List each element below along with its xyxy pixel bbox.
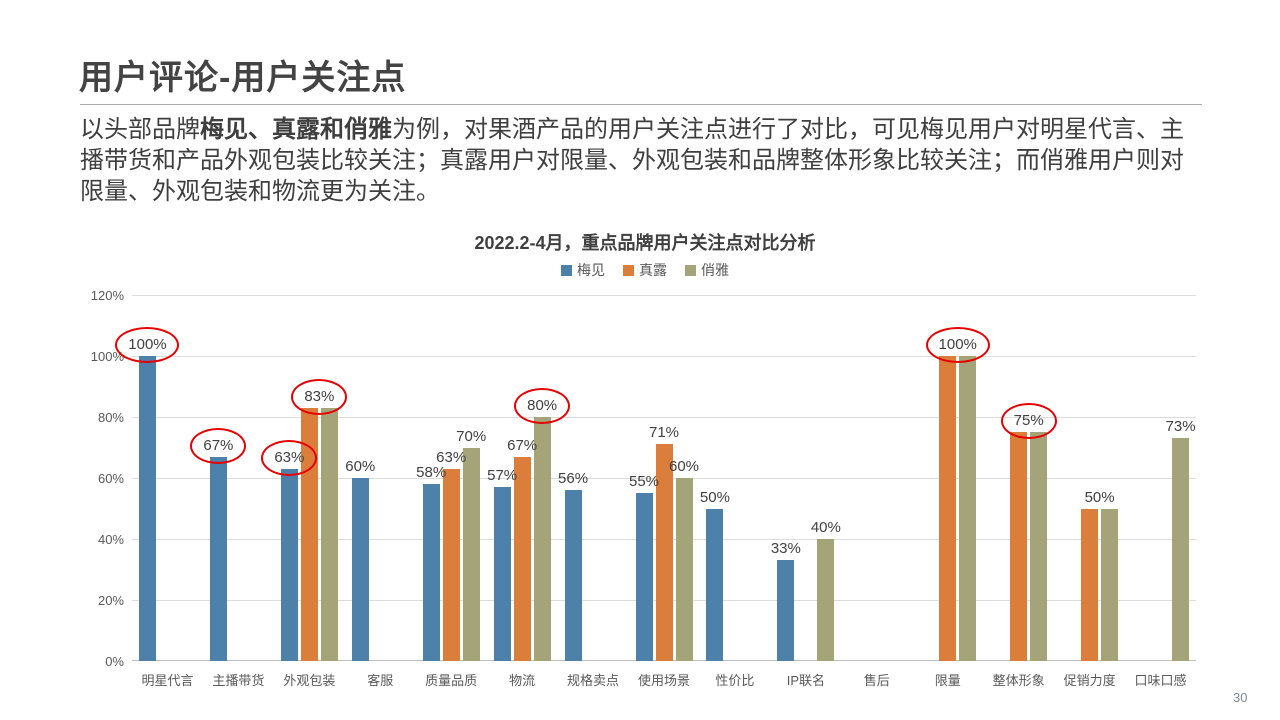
- body-paragraph-segment: 为例，对果酒产品的用户关注点进行了对比，可见梅见用户对明星代言、主播带货和产品外…: [80, 116, 1184, 205]
- bar-s3-c11: [959, 356, 977, 661]
- bar-s1-c3: [351, 478, 369, 661]
- y-axis-tick-label: 60%: [97, 471, 124, 486]
- chart-plot: 0% 20% 40% 60% 80% 100% 120% 明星代言 主播带货 外观包装 客服 质量品质…: [91, 288, 1196, 688]
- x-axis-category-label: 整体形象: [992, 673, 1045, 688]
- chart-legend: 梅见 真露 俏雅: [80, 260, 1210, 280]
- data-label: 40%: [810, 519, 841, 536]
- highlight-circle: [1000, 403, 1057, 440]
- data-label: 50%: [699, 488, 730, 506]
- bar-s1-c8: [706, 508, 724, 661]
- data-label: 67%: [203, 436, 234, 454]
- bar-s3-c12: [1030, 432, 1048, 661]
- x-axis-category-label: IP联名: [786, 673, 826, 688]
- legend-item-3: 俏雅: [685, 260, 729, 280]
- data-label: 63%: [436, 448, 467, 466]
- bar-s2-c13: [1081, 508, 1099, 661]
- data-label: 56%: [558, 470, 589, 488]
- bar-s1-c5: [493, 487, 511, 661]
- body-paragraph: 以头部品牌梅见、真露和俏雅为例，对果酒产品的用户关注点进行了对比，可见梅见用户对…: [80, 114, 1198, 207]
- x-axis-category-label: 主播带货: [212, 673, 265, 688]
- data-label: 58%: [416, 464, 447, 482]
- bar-s3-c13: [1101, 508, 1119, 661]
- legend-label: 梅见: [577, 262, 605, 278]
- highlight-circle: [190, 427, 247, 464]
- bar-s2-c11: [939, 356, 957, 661]
- x-axis-category-label: 促销力度: [1063, 673, 1116, 688]
- bar-s3-c9: [817, 539, 835, 661]
- data-label: 80%: [527, 397, 558, 414]
- bar-s2-c4: [442, 468, 460, 661]
- x-axis-category-label: 使用场景: [637, 673, 691, 688]
- x-axis-category-label: 售后: [863, 673, 890, 688]
- highlight-circle: [115, 327, 180, 363]
- legend-swatch-icon: [561, 264, 572, 276]
- bar-s3-c4: [462, 447, 480, 661]
- data-label: 75%: [1013, 412, 1044, 430]
- y-axis-tick-label: 100%: [90, 349, 124, 364]
- y-axis-tick-label: 80%: [97, 410, 124, 425]
- bar-s2-c5: [513, 456, 531, 661]
- legend-item-2: 真露: [623, 260, 667, 280]
- bar-s1-c2: [280, 468, 298, 661]
- data-label: 63%: [274, 448, 305, 466]
- gridline: [132, 295, 1196, 296]
- highlight-circle: [291, 378, 348, 415]
- bar-s3-c5: [533, 417, 551, 661]
- x-axis-category-label: 性价比: [715, 673, 755, 688]
- y-axis-tick-label: 20%: [97, 593, 124, 608]
- body-paragraph-segment: 以头部品牌: [80, 116, 200, 143]
- data-label: 67%: [507, 436, 538, 454]
- body-paragraph-bold-segment: 梅见、真露和俏雅: [200, 116, 392, 143]
- x-axis-category-label: 质量品质: [425, 673, 478, 688]
- data-label: 83%: [304, 387, 335, 405]
- x-axis-category-label: 外观包装: [283, 673, 336, 688]
- x-axis-category-label: 规格卖点: [567, 673, 620, 688]
- page-number: 30: [1233, 690, 1248, 705]
- legend-swatch-icon: [685, 264, 696, 276]
- x-axis-category-label: 限量: [934, 673, 961, 688]
- gridline: [132, 356, 1196, 357]
- legend-item-1: 梅见: [561, 260, 605, 280]
- bar-s1-c7: [635, 493, 653, 661]
- highlight-circle: [261, 439, 318, 476]
- x-axis-category-label: 明星代言: [141, 673, 194, 688]
- legend-label: 真露: [639, 262, 667, 278]
- data-label: 60%: [345, 458, 376, 475]
- bar-s1-c1: [209, 456, 227, 661]
- data-label: 71%: [648, 424, 680, 442]
- data-label: 100%: [938, 336, 977, 353]
- legend-label: 俏雅: [701, 262, 729, 278]
- data-label: 57%: [487, 467, 518, 485]
- x-axis-category-label: 客服: [367, 673, 394, 688]
- chart-title: 2022.2-4月，重点品牌用户关注点对比分析: [474, 233, 816, 253]
- x-axis-category-label: 物流: [509, 673, 536, 688]
- y-axis-tick-label: 40%: [97, 532, 124, 547]
- data-label: 100%: [128, 336, 167, 353]
- highlight-circle: [925, 327, 990, 363]
- highlight-circle: [514, 388, 571, 424]
- bar-s1-c4: [422, 484, 440, 661]
- data-label: 70%: [456, 427, 487, 445]
- x-axis-category-label: 口味口感: [1134, 673, 1187, 688]
- data-label: 33%: [770, 540, 801, 558]
- bar-s3-c14: [1172, 438, 1190, 661]
- data-label: 55%: [628, 473, 660, 491]
- bar-s2-c7: [655, 444, 673, 661]
- legend-swatch-icon: [623, 264, 634, 276]
- bar-s1-c0: [138, 356, 156, 661]
- bar-s2-c12: [1010, 432, 1028, 661]
- gridline: [132, 417, 1196, 418]
- data-label: 60%: [668, 458, 700, 475]
- y-axis-tick-label: 0%: [105, 654, 124, 669]
- data-label: 73%: [1165, 418, 1196, 436]
- bar-s3-c7: [675, 478, 693, 661]
- bar-s1-c9: [777, 560, 795, 661]
- page-title: 用户评论-用户关注点: [79, 59, 407, 97]
- data-label: 50%: [1084, 488, 1115, 506]
- title-divider: [80, 104, 1202, 105]
- bar-s1-c6: [564, 490, 582, 661]
- y-axis-tick-label: 120%: [90, 288, 124, 303]
- bar-s3-c2: [320, 407, 338, 661]
